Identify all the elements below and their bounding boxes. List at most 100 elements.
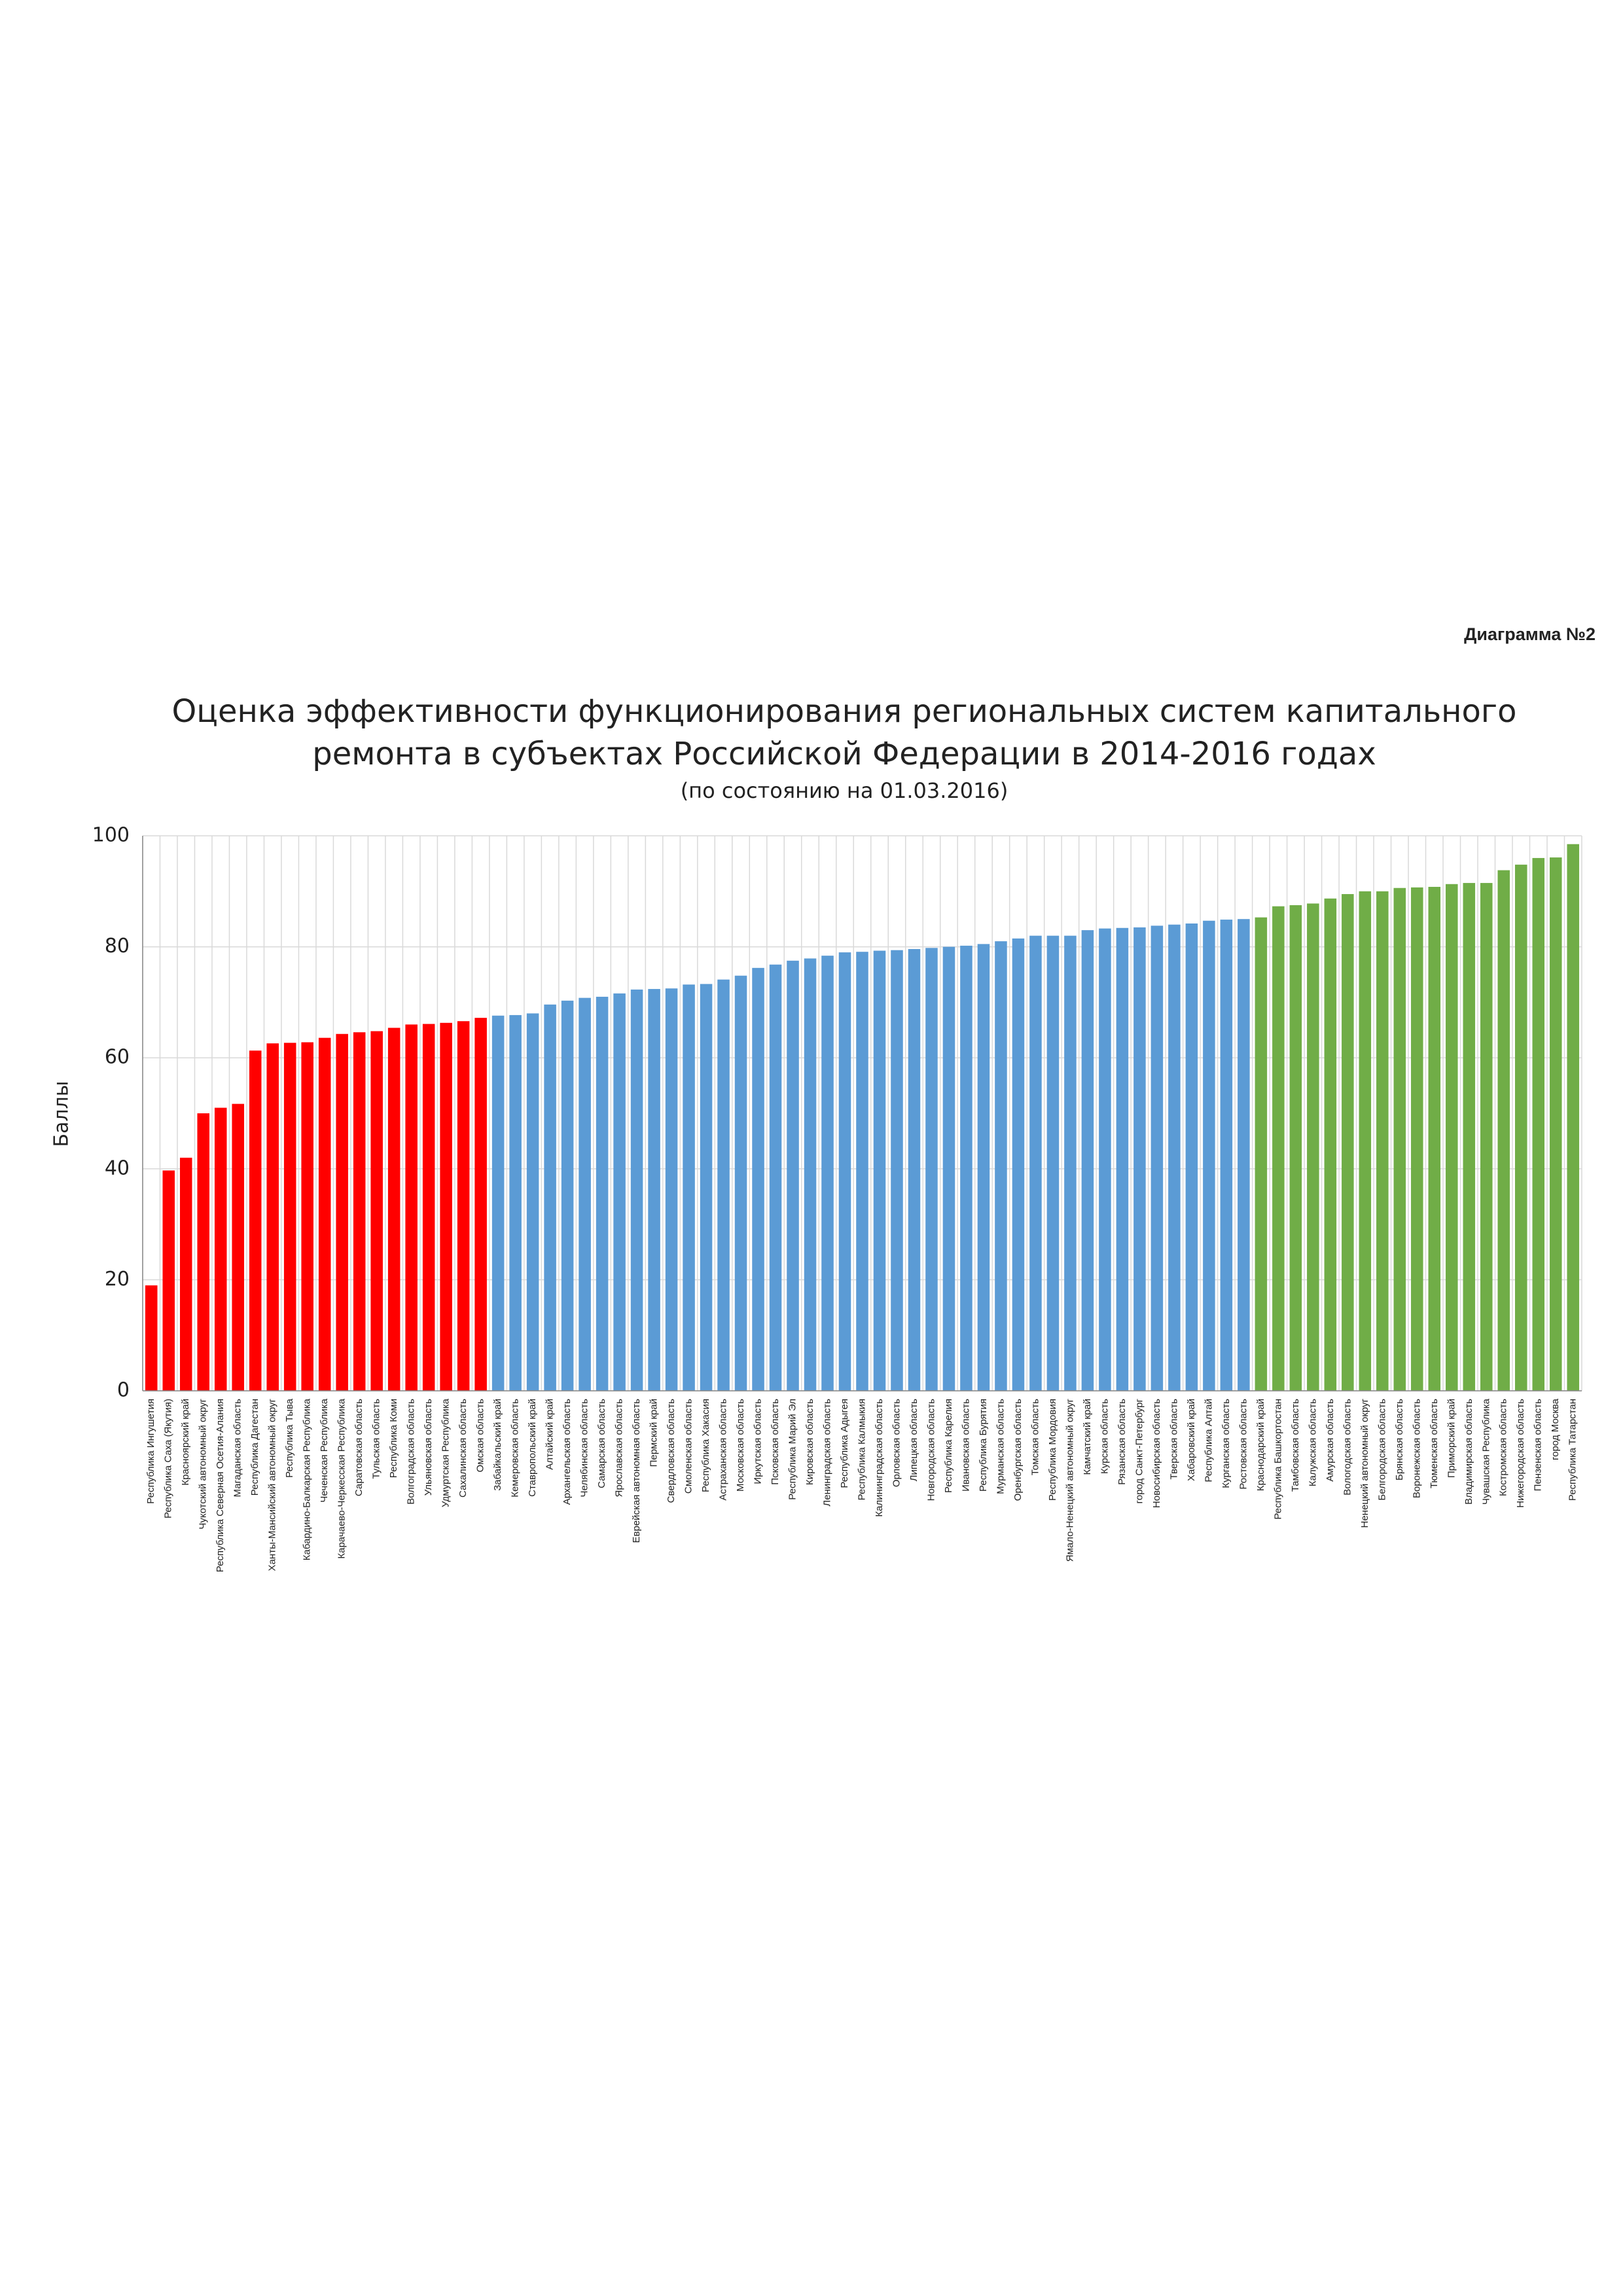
x-tick-label: Забайкальский край bbox=[492, 1399, 503, 1491]
x-tick-label: Удмуртская Республика bbox=[440, 1398, 452, 1507]
x-tick-label: Новгородская область bbox=[925, 1399, 936, 1501]
bar bbox=[214, 1107, 227, 1391]
x-tick-label: Еврейская автономная область bbox=[631, 1399, 642, 1543]
bar bbox=[769, 964, 782, 1391]
bar bbox=[474, 1018, 487, 1391]
x-tick-label: Пензенская область bbox=[1533, 1399, 1544, 1491]
x-tick-label: Владимирская область bbox=[1463, 1399, 1474, 1505]
bar bbox=[1428, 887, 1441, 1391]
x-tick-label: Республика Хакасия bbox=[700, 1399, 711, 1492]
x-tick-label: Тульская область bbox=[371, 1399, 382, 1479]
bar bbox=[1376, 891, 1389, 1391]
x-tick-label: Республика Северная Осетия-Алания bbox=[215, 1399, 226, 1572]
y-axis-label: Баллы bbox=[50, 1081, 73, 1147]
bar bbox=[1220, 920, 1233, 1391]
x-tick-label: Ленинградская область bbox=[821, 1399, 832, 1507]
bar bbox=[336, 1033, 348, 1391]
x-tick-label: Смоленская область bbox=[683, 1399, 694, 1494]
bar bbox=[1307, 903, 1319, 1391]
bar bbox=[1342, 894, 1354, 1391]
bar bbox=[734, 975, 747, 1391]
bar bbox=[613, 993, 626, 1391]
bar bbox=[1012, 938, 1025, 1391]
x-tick-label: Республика Калмыкия bbox=[856, 1399, 867, 1500]
chart-title: Оценка эффективности функционирования ре… bbox=[172, 693, 1517, 730]
y-tick-label: 80 bbox=[105, 935, 130, 958]
bar bbox=[856, 952, 868, 1391]
bar bbox=[1185, 923, 1198, 1391]
x-tick-label: Республика Татарстан bbox=[1567, 1399, 1578, 1501]
x-tick-label: Челябинская область bbox=[579, 1399, 590, 1498]
x-tick-label: Республика Алтай bbox=[1203, 1399, 1214, 1482]
x-tick-label: Воронежская область bbox=[1411, 1399, 1422, 1498]
bar bbox=[405, 1024, 418, 1391]
bar bbox=[1497, 870, 1510, 1391]
bar bbox=[457, 1021, 470, 1391]
bar bbox=[942, 946, 955, 1391]
bar bbox=[960, 945, 972, 1391]
x-tick-label: Омская область bbox=[475, 1399, 486, 1473]
bar bbox=[301, 1042, 313, 1391]
x-tick-label: Кабардино-Балкарская Республика bbox=[302, 1398, 313, 1560]
chart-title: ремонта в субъектах Российской Федерации… bbox=[312, 736, 1376, 772]
bar bbox=[891, 950, 903, 1391]
bar bbox=[1203, 920, 1215, 1391]
x-tick-label: Тверская область bbox=[1168, 1399, 1179, 1480]
bar bbox=[873, 950, 886, 1391]
x-tick-label: Орловская область bbox=[891, 1399, 902, 1487]
bar bbox=[422, 1024, 435, 1391]
x-tick-label: Архангельская область bbox=[562, 1399, 573, 1505]
x-tick-label: Ставропольский край bbox=[527, 1399, 538, 1497]
x-tick-label: Чувашская Республика bbox=[1480, 1398, 1491, 1505]
bar bbox=[700, 984, 713, 1391]
x-tick-label: Оренбургская область bbox=[1012, 1399, 1024, 1501]
bar bbox=[526, 1013, 539, 1391]
bar bbox=[1480, 883, 1493, 1391]
bar bbox=[1255, 917, 1268, 1391]
bar bbox=[579, 997, 591, 1391]
x-tick-label: Республика Коми bbox=[388, 1399, 399, 1478]
bar bbox=[509, 1014, 522, 1391]
bar bbox=[683, 984, 695, 1391]
x-tick-label: Московская область bbox=[735, 1399, 746, 1492]
bar bbox=[440, 1022, 452, 1391]
x-tick-label: Чукотский автономный округ bbox=[198, 1398, 209, 1529]
x-tick-label: Псковская область bbox=[770, 1399, 781, 1485]
bar bbox=[561, 1000, 574, 1391]
bar bbox=[1446, 884, 1458, 1391]
x-tick-label: Красноярский край bbox=[180, 1399, 191, 1486]
bar bbox=[838, 952, 851, 1391]
chart-subtitle: (по состоянию на 01.03.2016) bbox=[681, 778, 1008, 803]
bar bbox=[1272, 906, 1285, 1391]
x-tick-label: Ненецкий автономный округ bbox=[1359, 1398, 1370, 1528]
bar bbox=[596, 996, 609, 1391]
bar bbox=[491, 1015, 505, 1391]
bar bbox=[370, 1031, 383, 1391]
x-tick-label: Республика Адыгея bbox=[839, 1399, 850, 1488]
y-tick-label: 0 bbox=[117, 1379, 130, 1402]
bar bbox=[387, 1028, 401, 1391]
x-tick-label: Белгородская область bbox=[1376, 1399, 1387, 1501]
y-tick-label: 20 bbox=[105, 1268, 130, 1291]
bar bbox=[717, 979, 730, 1391]
x-tick-label: Ульяновская область bbox=[423, 1399, 434, 1496]
bar bbox=[1289, 905, 1302, 1391]
bar bbox=[179, 1157, 192, 1391]
x-tick-label: Приморский край bbox=[1446, 1399, 1457, 1478]
x-tick-label: Краснодарский край bbox=[1255, 1399, 1266, 1491]
x-tick-label: Рязанская область bbox=[1116, 1399, 1128, 1485]
x-tick-label: Ямало-Ненецкий автономный округ bbox=[1064, 1398, 1075, 1562]
figure-label: Диаграмма №2 bbox=[1464, 624, 1596, 644]
bar bbox=[544, 1004, 556, 1391]
y-tick-label: 40 bbox=[105, 1157, 130, 1179]
bar bbox=[266, 1043, 279, 1391]
bar bbox=[283, 1043, 296, 1391]
x-tick-label: Волгоградская область bbox=[406, 1399, 417, 1505]
x-tick-label: Алтайский край bbox=[544, 1399, 556, 1470]
bar bbox=[353, 1032, 366, 1391]
x-tick-label: Липецкая область bbox=[908, 1399, 919, 1482]
bar bbox=[162, 1170, 175, 1391]
x-tick-label: Республика Дагестан bbox=[249, 1399, 260, 1496]
bar bbox=[1238, 919, 1250, 1391]
